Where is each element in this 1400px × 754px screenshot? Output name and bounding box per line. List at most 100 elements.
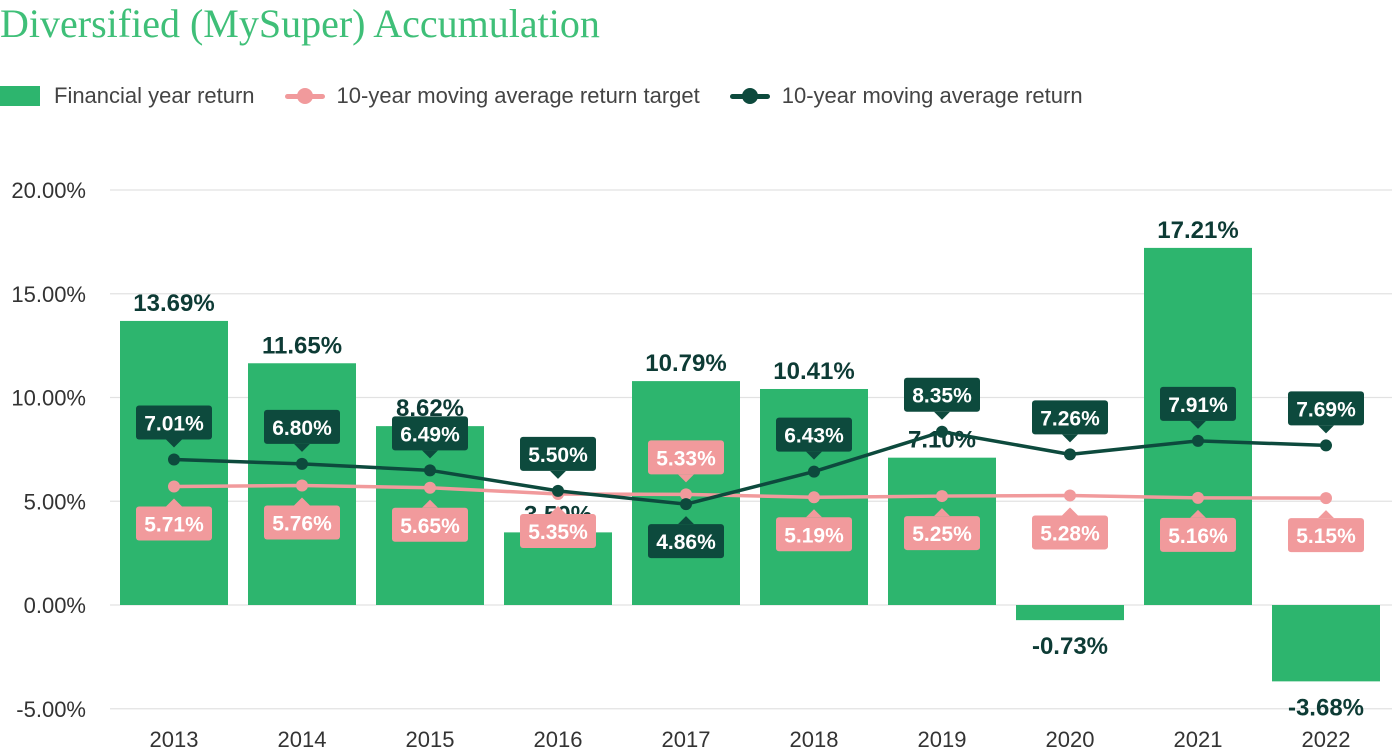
bar-value-label: -3.68% [1288,694,1364,721]
average-value-label-pointer [1190,420,1206,429]
target-value-label-box [1288,518,1364,553]
bar-value-label: 10.41% [773,358,854,385]
average-value-label: 6.49% [400,423,460,446]
bar-value-label: 13.69% [133,290,214,317]
target-value-label-box [392,507,468,542]
target-value-label: 5.35% [528,521,588,544]
y-tick-label: 20.00% [11,178,86,203]
legend-label-financial-year-return: Financial year return [54,83,255,108]
average-value-label: 5.50% [528,444,588,467]
target-value-label-pointer [166,498,182,507]
target-value-label-box [136,506,212,541]
average-value-label-pointer [294,443,310,452]
x-tick-label: 2018 [790,727,839,752]
average-line-point [1064,448,1076,461]
average-value-label-box [520,436,596,471]
bar-value-label: -0.73% [1032,633,1108,660]
average-value-label-box [1032,400,1108,435]
target-value-label: 5.16% [1168,525,1228,548]
target-value-label: 5.33% [656,447,716,470]
target-value-label: 5.71% [144,514,204,537]
x-tick-label: 2013 [150,727,199,752]
average-value-label: 7.26% [1040,407,1100,430]
average-value-label: 6.43% [784,425,844,448]
average-line-point [1320,439,1332,452]
x-tick-label: 2016 [534,727,583,752]
average-value-label-box [648,524,724,559]
average-value-label-pointer [678,516,694,525]
average-value-label: 6.80% [272,417,332,440]
target-value-label-pointer [678,474,694,483]
y-tick-label: 5.00% [24,489,86,514]
average-value-label-pointer [806,451,822,460]
average-line-point [1192,434,1204,447]
target-line-point [1064,489,1076,502]
legend-label-average-return: 10-year moving average return [781,83,1083,108]
target-value-label-box [520,513,596,548]
average-line-point [808,465,820,478]
x-tick-label: 2021 [1174,727,1223,752]
bar [1272,605,1380,682]
average-value-label-pointer [166,439,182,448]
x-tick-label: 2015 [406,727,455,752]
target-line-point [680,488,692,501]
legend-bar-swatch [0,86,40,106]
average-line-point [424,464,436,477]
target-line-point [296,479,308,492]
target-line-point [808,491,820,504]
average-value-label-box [1160,386,1236,421]
target-value-label-pointer [1318,510,1334,519]
legend-item-financial-year-return[interactable]: Financial year return [0,83,255,109]
legend-item-average-return[interactable]: 10-year moving average return [729,83,1083,109]
target-value-label: 5.76% [272,512,332,535]
average-value-label-box [776,417,852,452]
bar-value-label: 17.21% [1157,217,1238,244]
target-value-label-pointer [806,509,822,518]
average-value-label-box [264,409,340,444]
average-value-label-box [136,405,212,440]
average-value-label-pointer [1318,425,1334,434]
target-line [173,483,1327,500]
target-value-label-pointer [934,508,950,517]
target-value-label-box [264,505,340,540]
x-tick-label: 2022 [1302,727,1351,752]
average-line-point [552,484,564,497]
chart-title: Diversified (MySuper) Accumulation [0,1,600,46]
average-value-label-pointer [1062,434,1078,443]
average-value-label: 8.35% [912,385,972,408]
chart-area: 20.00% 15.00% 10.00% 5.00% 0.00% -5.00% 2013 20… [11,178,1392,752]
target-line-point [424,481,436,494]
average-line [173,429,1327,506]
target-value-label-box [1160,517,1236,552]
target-line-point [936,490,948,503]
average-line-point [936,425,948,438]
legend-average-swatch [729,86,770,106]
target-value-label-box [904,516,980,551]
average-value-label: 7.91% [1168,394,1228,417]
average-value-label-box [392,416,468,451]
average-line-point [168,453,180,466]
average-value-label: 4.86% [656,531,716,554]
average-value-label-pointer [550,470,566,479]
legend: Financial year return 10-year moving ave… [0,80,1113,112]
y-tick-label: 15.00% [11,282,86,307]
target-value-label-box [776,517,852,552]
target-line-point [1320,492,1332,505]
bar [1016,605,1124,621]
target-value-label-box [648,440,724,475]
average-value-label-box [1288,391,1364,426]
legend-item-return-target[interactable]: 10-year moving average return target [284,83,700,109]
target-value-label-pointer [550,505,566,514]
target-value-label: 5.28% [1040,522,1100,545]
target-value-label: 5.25% [912,523,972,546]
target-line-point [1192,491,1204,504]
target-value-label: 5.65% [400,515,460,538]
target-value-label: 5.19% [784,524,844,547]
legend-target-swatch [284,86,325,106]
target-value-label-pointer [1190,509,1206,518]
average-value-label: 7.69% [1296,398,1356,421]
x-tick-label: 2014 [278,727,327,752]
target-value-label-pointer [294,497,310,506]
average-value-label-pointer [934,411,950,420]
bar-value-label: 10.79% [645,350,726,377]
